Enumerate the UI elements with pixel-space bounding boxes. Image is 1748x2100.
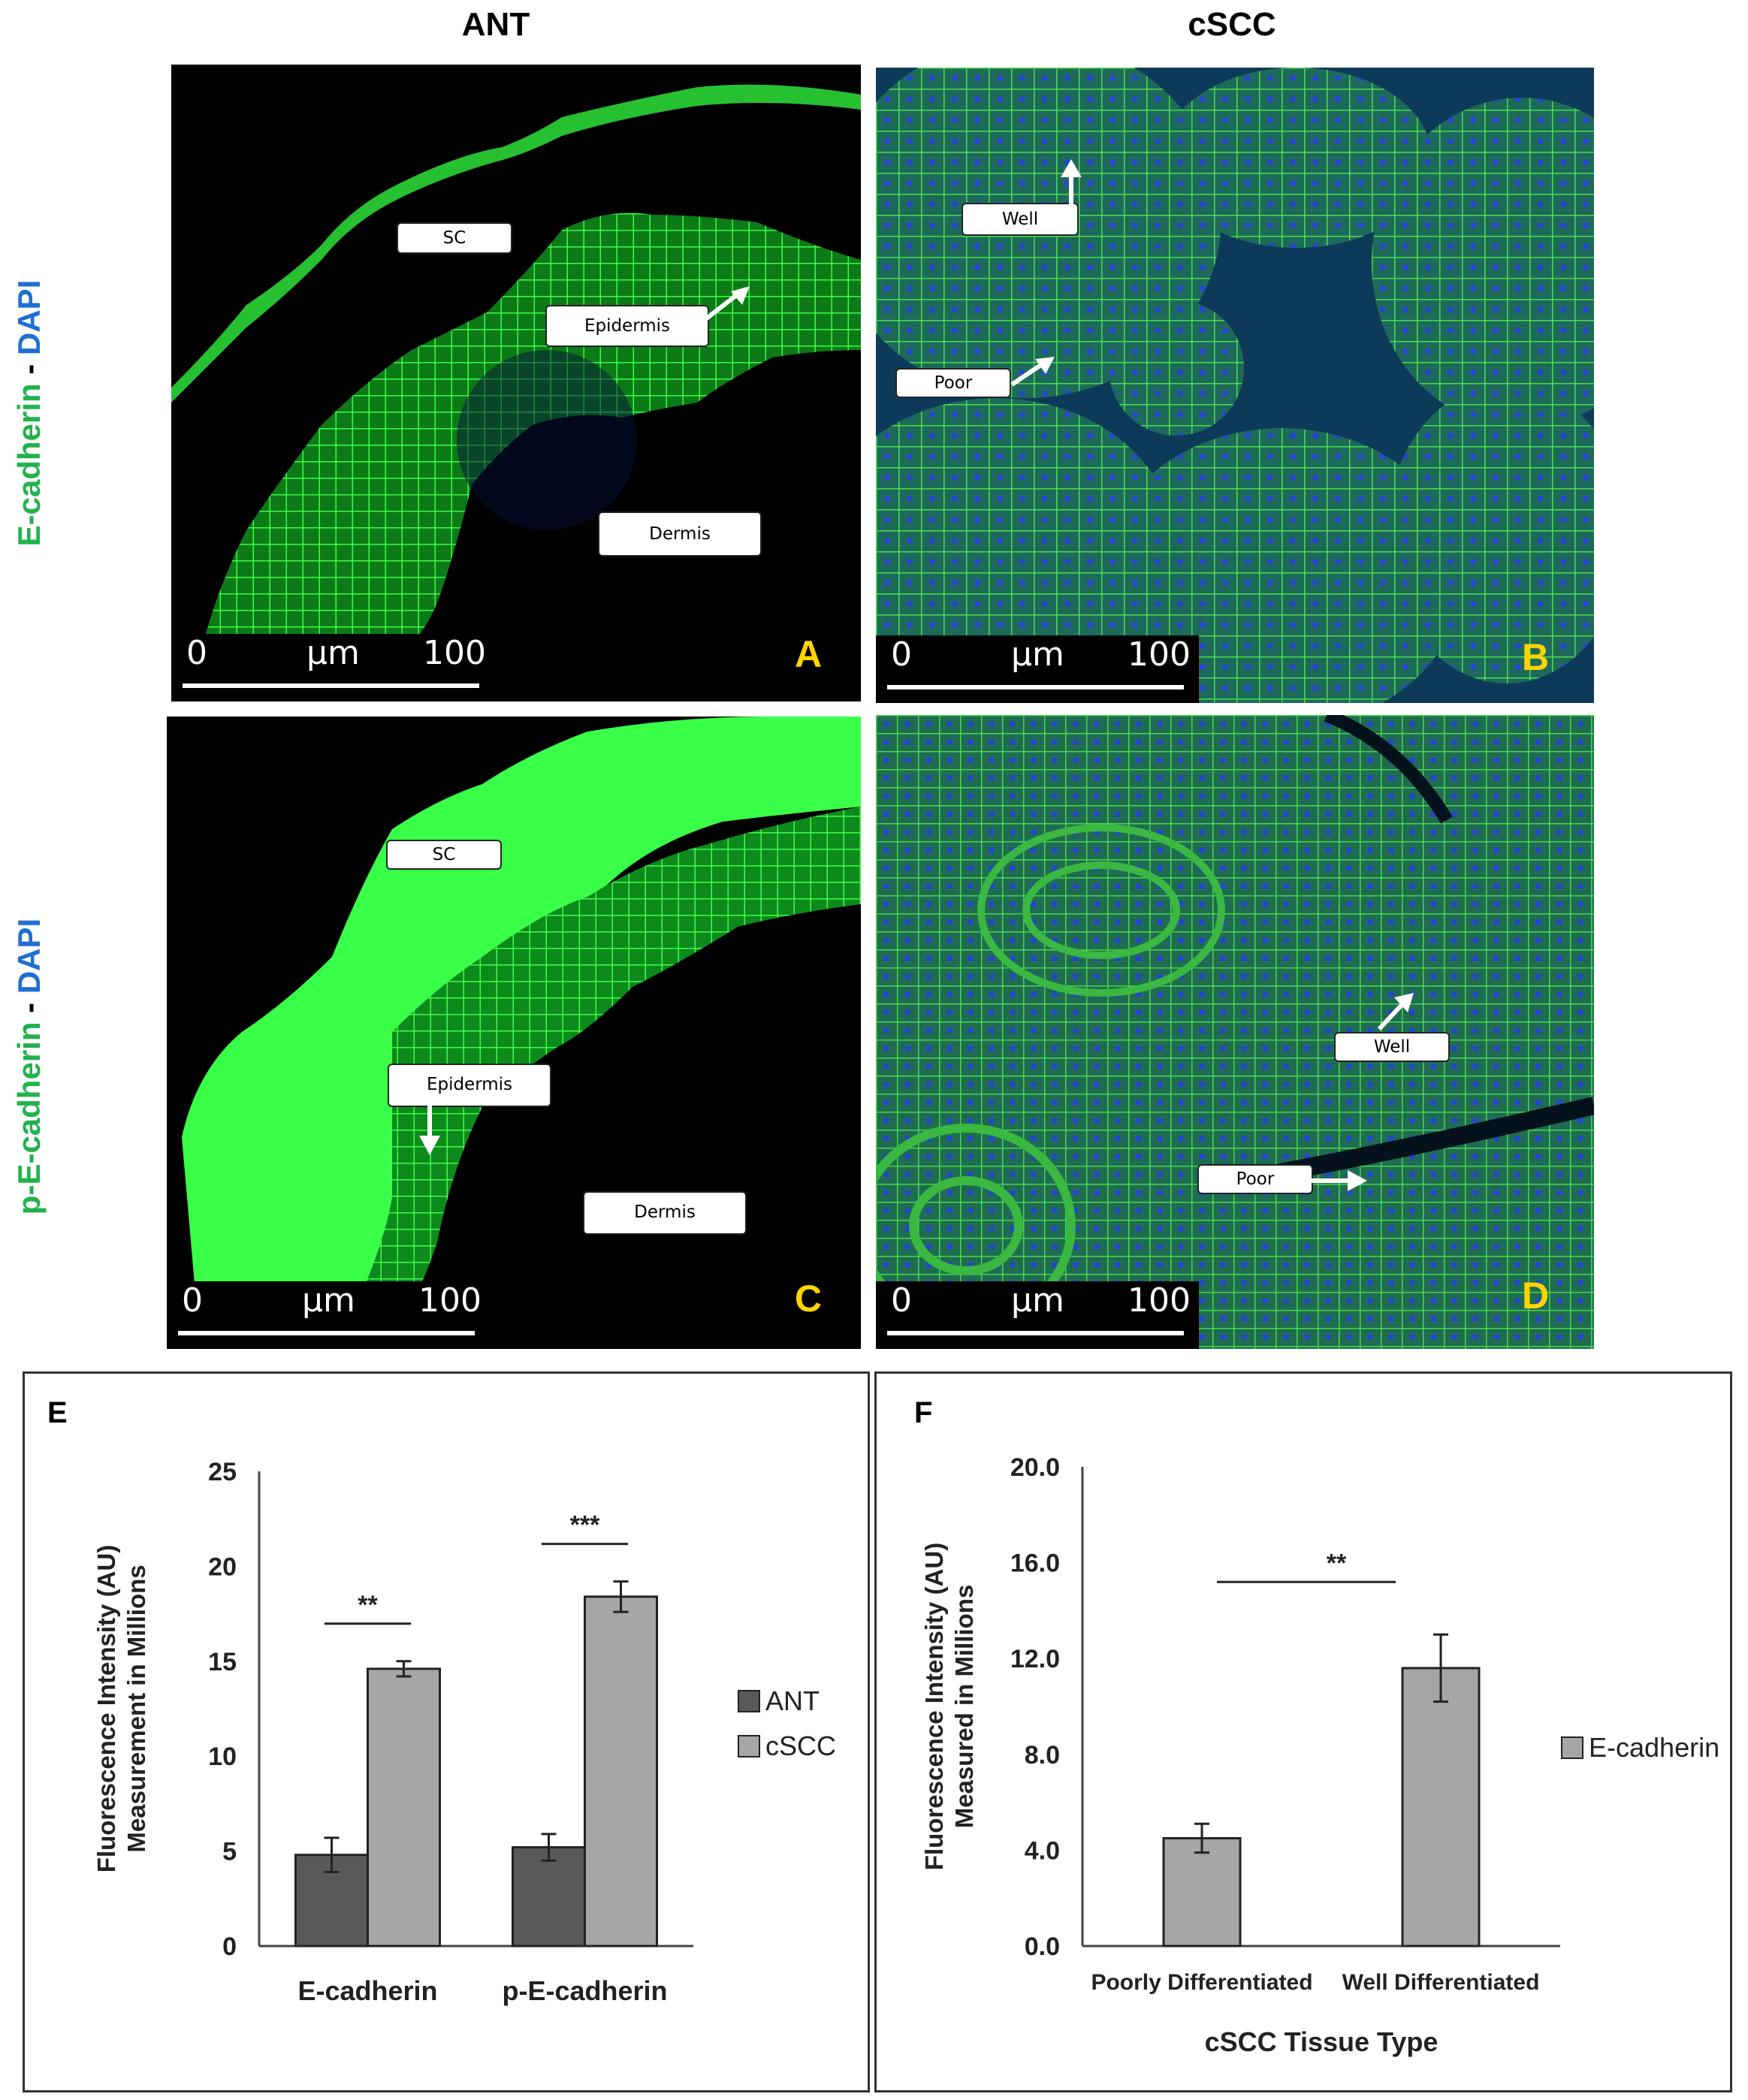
significance-marker: ** [358,1591,378,1619]
scale-start-a: 0 [186,634,207,672]
micrograph-panel-a: SC Epidermis Dermis 0 μm 100 A [171,65,861,702]
panel-letter-b: B [1522,636,1550,678]
panel-letter-d: D [1522,1275,1550,1317]
column-header-cscc: cSCC [1188,6,1276,43]
micrograph-panel-d: Well Poor 0 μm 100 D [876,715,1594,1349]
chart-f-frame: F 0.0 4.0 8.0 12.0 16.0 20.0 Fluorescence Inte… [874,1371,1732,2092]
y-tick-label: 0.0 [1025,1933,1060,1961]
scale-line-b [887,685,1184,689]
legend-label: cSCC [765,1730,836,1761]
row-label-bottom: p-E-cadherin - DAPI [11,841,56,1292]
legend-swatch [738,1735,760,1758]
scale-unit-b: μm [1011,635,1064,674]
row-label-bottom-stain: DAPI [11,918,47,994]
scale-bar-d: 0 μm 100 [876,1281,1199,1349]
bar [367,1667,441,1948]
y-axis-label-line2: Measured in Millions [950,1585,978,1829]
arrow-icon-d-poor [1310,1170,1367,1191]
bar [512,1846,586,1948]
scale-end-d: 100 [1128,1281,1191,1320]
label-poor-d: Poor [1197,1164,1313,1194]
column-header-ant: ANT [461,6,530,43]
y-tick-label: 16.0 [1010,1549,1060,1578]
scale-line-c [178,1331,475,1335]
micrograph-a-image [171,84,861,668]
y-tick-label: 5 [222,1838,237,1866]
scale-end-a: 100 [423,634,486,672]
bar [584,1595,658,1948]
panel-letter-c: C [795,1278,823,1320]
significance-marker: ** [1327,1549,1347,1577]
arrow-icon-a [703,286,750,322]
y-tick-label: 20 [208,1552,237,1581]
label-sc-a: SC [397,222,512,254]
chart-f-svg: 0.0 4.0 8.0 12.0 16.0 20.0 Fluorescence Intens… [920,1453,1719,2057]
scale-bar-a: 0 μm 100 [171,634,494,702]
micrograph-c-image [182,717,861,1310]
y-axis-label-line1: Fluorescence Intensity (AU) [92,1545,120,1872]
legend-label: E-cadherin [1589,1732,1719,1763]
scale-end-c: 100 [418,1281,482,1320]
scale-line-a [183,683,479,688]
y-tick-label: 0 [222,1933,237,1961]
scale-end-b: 100 [1128,635,1191,674]
label-epidermis-a: Epidermis [545,305,709,347]
row-label-top-marker: E-cadherin [11,383,47,547]
bar [1162,1836,1242,1948]
row-label-top-stain: DAPI [11,279,47,355]
scale-unit-c: μm [302,1281,355,1320]
x-category-label: E-cadherin [297,1975,437,2006]
y-tick-label: 4.0 [1025,1836,1060,1865]
row-label-top: E-cadherin - DAPI [11,188,56,638]
x-category-label: Poorly Differentiated [1091,1970,1312,1995]
legend-swatch [738,1690,760,1712]
chart-e-frame: E 0 5 10 15 20 25 Fluorescence Intensity (AU) M… [23,1371,870,2092]
micrograph-panel-c: SC Epidermis Dermis 0 μm 100 C [167,717,861,1349]
arrow-icon-b-well [1061,159,1082,207]
label-well-d: Well [1334,1032,1450,1062]
label-epidermis-c: Epidermis [388,1064,551,1107]
y-tick-label: 8.0 [1025,1741,1060,1770]
scale-start-b: 0 [891,635,912,674]
x-category-label: p-E-cadherin [502,1975,667,2006]
legend-label: ANT [765,1685,820,1716]
panel-letter-a: A [795,633,823,675]
significance-marker: *** [570,1511,600,1540]
y-tick-label: 20.0 [1010,1453,1060,1482]
scale-line-d [887,1331,1184,1335]
x-axis-label: cSCC Tissue Type [1205,2026,1439,2057]
y-tick-label: 10 [208,1742,237,1771]
bar [1401,1667,1481,1948]
y-axis-label-line2: Measurement in Millions [122,1564,150,1852]
label-dermis-c: Dermis [583,1191,747,1235]
label-dermis-a: Dermis [598,511,762,557]
chart-letter-e: E [47,1396,68,1429]
scale-start-c: 0 [182,1281,203,1320]
label-poor-b: Poor [895,368,1011,398]
row-label-top-sep: - [11,355,47,384]
chart-letter-f: F [914,1396,933,1429]
legend-swatch [1561,1736,1583,1759]
row-label-bottom-sep: - [11,994,47,1022]
label-sc-c: SC [386,840,502,870]
y-tick-label: 25 [208,1458,237,1486]
scale-bar-c: 0 μm 100 [167,1281,490,1349]
arrow-icon-d-well [1377,993,1414,1031]
y-tick-label: 15 [208,1648,237,1676]
y-axis-label-line1: Fluorescence Intensity (AU) [920,1543,948,1870]
label-well-b: Well [962,203,1079,236]
x-category-label: Well Differentiated [1342,1970,1540,1995]
scale-start-d: 0 [891,1281,912,1320]
chart-e-svg: 0 5 10 15 20 25 Fluorescence Intensity (AU) Mea… [92,1458,836,2006]
micrograph-panel-b: Well Poor 0 μm 100 B [876,68,1594,703]
row-label-bottom-marker: p-E-cadherin [11,1021,47,1215]
scale-bar-b: 0 μm 100 [876,635,1199,703]
scale-unit-d: μm [1011,1281,1064,1320]
micrograph-d-image [876,715,1594,1349]
y-tick-label: 12.0 [1010,1645,1060,1673]
arrow-icon-c [419,1100,440,1155]
scale-unit-a: μm [306,634,360,672]
arrow-icon-b-poor [1010,357,1055,387]
